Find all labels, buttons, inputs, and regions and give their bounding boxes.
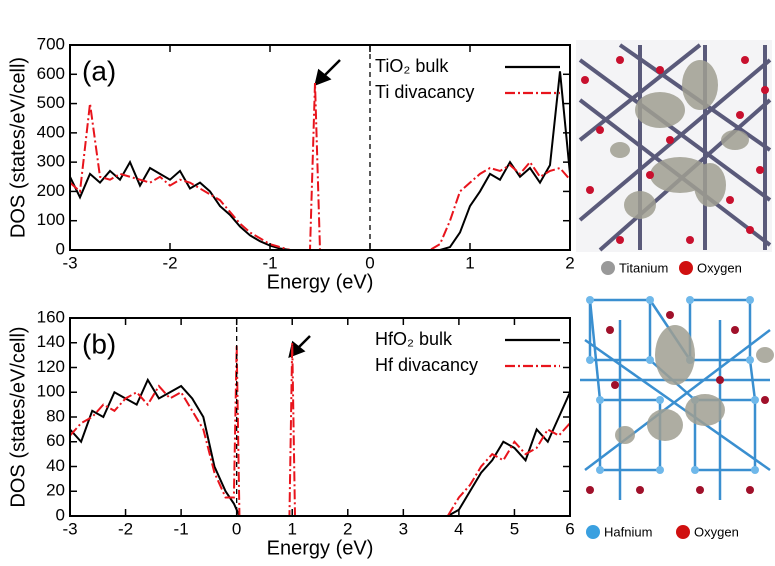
panel-label: (b) <box>82 328 116 359</box>
panel-label: (a) <box>82 55 116 86</box>
y-tick-label: 0 <box>56 505 65 524</box>
x-tick-label: 3 <box>399 519 408 538</box>
image-legend-label: Titanium <box>619 260 668 275</box>
data-line <box>70 83 570 250</box>
y-tick-label: 120 <box>37 357 65 376</box>
y-axis-label: DOS (states/eV/cell) <box>7 326 29 507</box>
x-tick-label: 0 <box>365 253 374 272</box>
y-tick-label: 100 <box>37 382 65 401</box>
x-tick-label: 4 <box>454 519 463 538</box>
legend-label: Hf divacancy <box>375 355 478 375</box>
x-tick-label: 1 <box>287 519 296 538</box>
x-tick-label: 2 <box>565 253 574 272</box>
y-tick-label: 40 <box>46 456 65 475</box>
x-tick-label: 1 <box>465 253 474 272</box>
x-tick-label: -1 <box>174 519 189 538</box>
x-tick-label: 0 <box>232 519 241 538</box>
y-tick-label: 300 <box>37 152 65 171</box>
y-tick-label: 200 <box>37 181 65 200</box>
x-tick-label: -2 <box>162 253 177 272</box>
y-tick-label: 700 <box>37 34 65 53</box>
tio2-structure-image: Titanium Oxygen <box>576 40 772 275</box>
annotation-arrow <box>316 60 340 84</box>
y-tick-label: 160 <box>37 307 65 326</box>
y-tick-label: 20 <box>46 481 65 500</box>
x-tick-label: 6 <box>565 519 574 538</box>
x-tick-label: 5 <box>510 519 519 538</box>
y-tick-label: 60 <box>46 431 65 450</box>
plot-frame <box>70 318 570 516</box>
x-axis-label: Energy (eV) <box>267 537 374 559</box>
figure: Titanium Oxygen Haf <box>0 0 775 561</box>
data-line <box>70 343 570 516</box>
y-tick-label: 140 <box>37 332 65 351</box>
image-legend-label: Oxygen <box>697 260 742 275</box>
y-tick-label: 500 <box>37 93 65 112</box>
y-axis-label: DOS (states/eV/cell) <box>7 57 29 238</box>
y-tick-label: 600 <box>37 64 65 83</box>
legend-label: Ti divacancy <box>375 82 474 102</box>
x-axis-label: Energy (eV) <box>267 271 374 293</box>
hfo2-structure-image: Hafnium Oxygen <box>580 296 774 539</box>
x-tick-label: -2 <box>118 519 133 538</box>
x-tick-label: 2 <box>343 519 352 538</box>
legend-label: HfO₂ bulk <box>375 329 453 349</box>
y-tick-label: 0 <box>56 239 65 258</box>
y-tick-label: 100 <box>37 210 65 229</box>
legend-label: TiO₂ bulk <box>375 56 449 76</box>
image-legend-label: Hafnium <box>604 524 652 539</box>
x-tick-label: -1 <box>262 253 277 272</box>
y-tick-label: 400 <box>37 122 65 141</box>
y-tick-label: 80 <box>46 406 65 425</box>
image-legend-label: Oxygen <box>694 524 739 539</box>
